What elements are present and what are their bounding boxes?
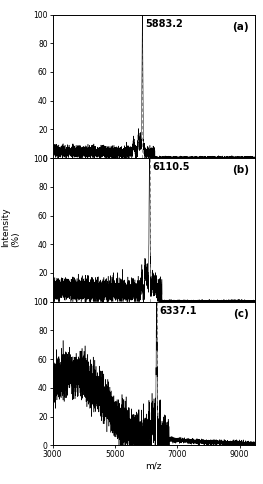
Text: Intensity
(%): Intensity (%)	[1, 208, 21, 247]
Text: (c): (c)	[233, 309, 249, 319]
Text: (a): (a)	[232, 22, 249, 31]
Text: 6110.5: 6110.5	[152, 163, 190, 172]
X-axis label: m/z: m/z	[146, 462, 162, 471]
Text: 5883.2: 5883.2	[145, 19, 183, 29]
Text: 6337.1: 6337.1	[159, 306, 196, 316]
Text: (b): (b)	[232, 166, 249, 175]
